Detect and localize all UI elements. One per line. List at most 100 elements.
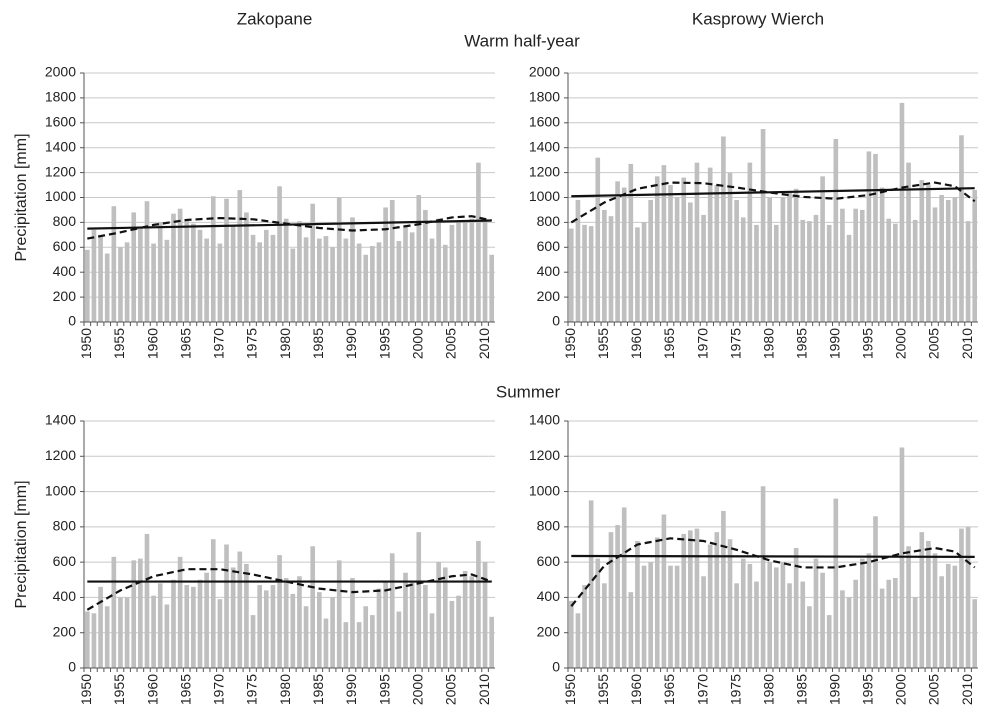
bar — [906, 546, 911, 668]
bar — [84, 611, 90, 668]
bar — [98, 234, 103, 322]
x-tick-label: 1950 — [562, 674, 578, 705]
x-tick-label: 1995 — [376, 328, 392, 359]
bar — [157, 583, 163, 668]
bar — [807, 221, 812, 322]
bar — [230, 567, 236, 668]
bar — [171, 213, 176, 322]
bar — [290, 593, 296, 668]
bar — [469, 576, 475, 668]
bar — [283, 218, 289, 322]
bar — [635, 540, 640, 668]
x-tick-label: 1960 — [144, 328, 160, 359]
bar — [403, 224, 408, 322]
y-tick-label: 800 — [537, 213, 561, 229]
y-tick-label: 200 — [53, 623, 77, 639]
bar — [800, 581, 806, 668]
x-tick-label: 1965 — [661, 674, 677, 705]
bar — [191, 586, 196, 668]
x-tick-label: 1970 — [211, 674, 227, 705]
bar — [237, 190, 243, 322]
bar — [912, 219, 918, 322]
bar — [330, 597, 335, 668]
bar — [217, 599, 223, 668]
bar — [674, 565, 680, 668]
bar — [840, 208, 845, 322]
bar — [84, 249, 90, 322]
section-title: Warm half-year — [464, 31, 580, 50]
bar — [826, 224, 832, 322]
bar — [164, 604, 170, 668]
bar — [257, 242, 262, 322]
bar — [376, 588, 382, 668]
bar — [767, 562, 773, 668]
y-tick-label: 1400 — [45, 412, 76, 428]
x-tick-label: 1990 — [343, 674, 359, 705]
bar — [197, 229, 203, 322]
bar — [104, 253, 110, 322]
bar — [303, 237, 309, 322]
bar — [588, 500, 594, 668]
bar — [290, 248, 296, 322]
bar — [191, 223, 196, 322]
bar — [356, 622, 362, 668]
bar — [714, 532, 720, 668]
bar — [469, 218, 475, 322]
x-tick-label: 1975 — [727, 674, 743, 705]
bar — [449, 600, 455, 668]
x-tick-label: 1975 — [727, 328, 743, 359]
bar — [164, 239, 170, 322]
y-tick-label: 800 — [53, 518, 77, 534]
bar — [370, 246, 375, 322]
y-tick-label: 400 — [537, 588, 561, 604]
bar — [250, 615, 256, 668]
x-tick-label: 2005 — [443, 674, 459, 705]
x-tick-label: 1960 — [144, 674, 160, 705]
x-tick-label: 2005 — [443, 328, 459, 359]
bar — [965, 526, 971, 668]
bar — [628, 163, 634, 322]
bar — [124, 242, 130, 322]
bar — [707, 544, 713, 668]
bar — [668, 185, 673, 322]
y-tick-label: 600 — [537, 238, 561, 254]
y-tick-label: 600 — [537, 553, 561, 569]
y-tick-label: 1200 — [45, 447, 76, 463]
bar — [283, 578, 289, 668]
bar — [952, 197, 958, 322]
bar — [740, 217, 746, 322]
bar — [859, 558, 865, 668]
x-tick-label: 1995 — [860, 328, 876, 359]
bar — [151, 243, 156, 322]
bar — [184, 219, 190, 322]
bar — [899, 102, 905, 322]
bar — [602, 583, 607, 668]
bar — [721, 510, 726, 668]
bar — [939, 195, 944, 322]
bar — [270, 234, 276, 322]
y-tick-label: 400 — [53, 588, 77, 604]
x-tick-label: 1955 — [595, 328, 611, 359]
bar — [489, 254, 495, 322]
bar — [615, 525, 620, 668]
bar — [575, 199, 581, 322]
bar — [595, 558, 601, 668]
y-tick-label: 1400 — [529, 412, 560, 428]
x-tick-label: 1995 — [860, 674, 876, 705]
bar — [244, 563, 249, 668]
bar — [111, 206, 117, 322]
y-tick-label: 1600 — [529, 114, 560, 130]
bar — [866, 151, 872, 322]
bar — [356, 243, 362, 322]
bar — [323, 236, 329, 322]
bar — [932, 207, 938, 322]
y-tick-label: 0 — [68, 313, 76, 329]
x-tick-label: 1995 — [376, 674, 392, 705]
bar — [879, 588, 885, 668]
bar — [688, 202, 693, 322]
bar — [442, 567, 448, 668]
x-tick-label: 1980 — [277, 674, 293, 705]
bar — [707, 167, 713, 322]
bar — [582, 224, 587, 322]
